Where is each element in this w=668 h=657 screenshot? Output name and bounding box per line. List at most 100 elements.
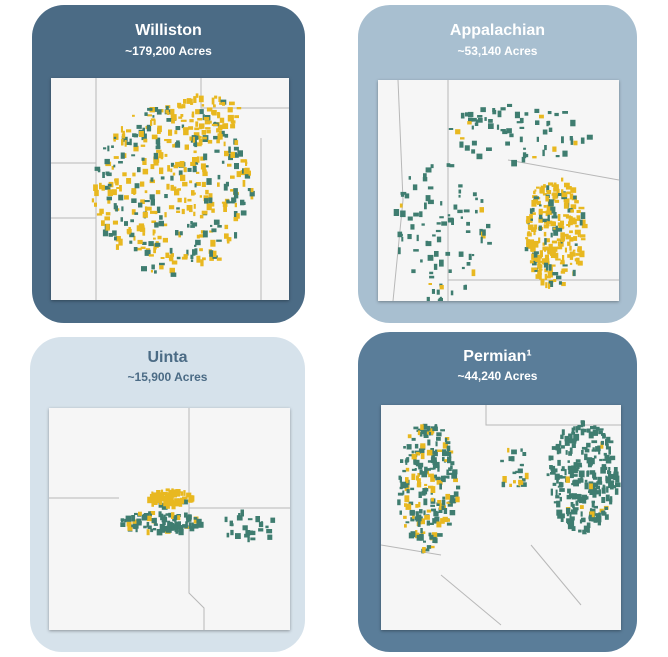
acreage-parcel xyxy=(161,503,168,510)
acreage-parcel xyxy=(151,500,154,507)
acreage-parcel xyxy=(150,177,154,182)
acreage-parcel xyxy=(209,254,214,261)
acreage-parcel xyxy=(194,244,197,247)
acreage-parcel xyxy=(480,199,484,203)
acreage-parcel xyxy=(421,490,426,496)
acreage-parcel xyxy=(210,201,215,207)
acreage-parcel xyxy=(555,258,561,261)
acreage-parcel xyxy=(535,257,538,262)
acreage-parcel xyxy=(186,249,189,256)
acreage-parcel xyxy=(187,518,192,522)
acreage-parcel xyxy=(608,447,611,455)
acreage-parcel xyxy=(528,240,533,243)
acreage-parcel xyxy=(170,162,175,167)
acreage-parcel xyxy=(581,450,584,455)
acreage-parcel xyxy=(141,266,147,272)
acreage-parcel xyxy=(431,454,435,460)
acreage-parcel xyxy=(193,211,196,217)
acreage-parcel xyxy=(160,176,165,180)
acreage-parcel xyxy=(181,208,185,215)
acreage-parcel xyxy=(449,452,452,458)
acreage-parcel xyxy=(423,498,428,506)
acreage-parcel xyxy=(573,462,578,468)
acreage-parcel xyxy=(553,187,559,192)
acreage-parcel xyxy=(538,213,543,220)
acreage-parcel xyxy=(573,140,578,146)
acreage-parcel xyxy=(555,252,558,258)
acreage-parcel xyxy=(201,130,207,135)
acreage-parcel xyxy=(436,222,441,225)
acreage-parcel xyxy=(212,109,217,116)
acreage-parcel xyxy=(520,482,527,487)
acreage-parcel xyxy=(560,515,564,522)
acreage-parcel xyxy=(601,464,607,469)
acreage-parcel xyxy=(475,197,478,201)
acreage-parcel xyxy=(614,488,619,495)
acreage-parcel xyxy=(184,144,189,150)
acreage-parcel xyxy=(471,269,476,277)
acreage-parcel xyxy=(186,98,192,104)
acreage-parcel xyxy=(170,168,173,173)
acreage-parcel xyxy=(548,127,553,132)
acreage-parcel xyxy=(568,451,572,456)
acreage-parcel xyxy=(549,249,554,253)
acreage-parcel xyxy=(554,199,560,203)
acreage-parcel xyxy=(576,215,581,221)
acreage-parcel xyxy=(581,223,588,229)
acreage-parcel xyxy=(397,231,403,238)
acreage-parcel xyxy=(143,525,147,529)
acreage-parcel xyxy=(223,205,227,212)
acreage-parcel xyxy=(497,110,502,118)
acreage-parcel xyxy=(416,234,419,242)
acreage-parcel xyxy=(171,488,174,491)
acreage-parcel xyxy=(206,129,211,134)
acreage-parcel xyxy=(529,218,533,221)
acreage-parcel xyxy=(210,224,213,227)
acreage-parcel xyxy=(405,467,410,472)
acreage-parcel xyxy=(132,172,136,177)
acreage-parcel xyxy=(216,139,220,144)
acreage-parcel xyxy=(538,268,543,271)
acreage-parcel xyxy=(153,523,158,526)
acreage-parcel xyxy=(484,117,487,121)
acreage-parcel xyxy=(432,234,436,237)
acreage-parcel xyxy=(170,108,175,115)
acreage-parcel xyxy=(566,191,571,195)
acreage-parcel xyxy=(187,167,192,172)
acreage-parcel xyxy=(146,124,152,132)
acreage-parcel xyxy=(150,164,155,170)
acreage-parcel xyxy=(522,152,527,159)
acreage-parcel xyxy=(169,494,174,499)
acreage-parcel xyxy=(537,263,542,269)
acreage-parcel xyxy=(196,255,201,263)
acreage-parcel xyxy=(247,530,254,535)
acreage-parcel xyxy=(211,123,218,126)
acreage-parcel xyxy=(427,429,431,433)
card: Uinta ~15,900 Acres xyxy=(30,337,305,652)
acreage-parcel xyxy=(124,141,130,145)
acreage-parcel xyxy=(144,249,151,256)
acreage-parcel xyxy=(598,489,601,497)
acreage-parcel xyxy=(201,104,205,107)
acreage-parcel xyxy=(548,455,554,461)
acreage-parcel xyxy=(112,189,117,196)
acreage-parcel xyxy=(158,511,162,518)
acreage-parcel xyxy=(178,498,182,504)
acreage-parcel xyxy=(250,194,254,200)
acreage-parcel xyxy=(419,509,423,514)
acreage-parcel xyxy=(448,269,452,273)
acreage-parcel xyxy=(544,238,547,245)
acreage-parcel xyxy=(127,230,131,235)
acreage-parcel xyxy=(592,429,598,436)
acreage-parcel xyxy=(171,118,175,124)
acreage-parcel xyxy=(447,217,454,223)
acreage-parcel xyxy=(542,218,548,223)
acreage-parcel xyxy=(226,532,230,538)
acreage-parcel xyxy=(577,260,583,266)
acreage-parcel xyxy=(171,260,178,265)
acreage-parcel xyxy=(150,120,153,126)
acreage-parcel xyxy=(162,237,168,243)
acreage-parcel xyxy=(170,272,177,277)
acreage-parcel xyxy=(546,220,553,224)
acreage-parcel xyxy=(502,130,508,135)
